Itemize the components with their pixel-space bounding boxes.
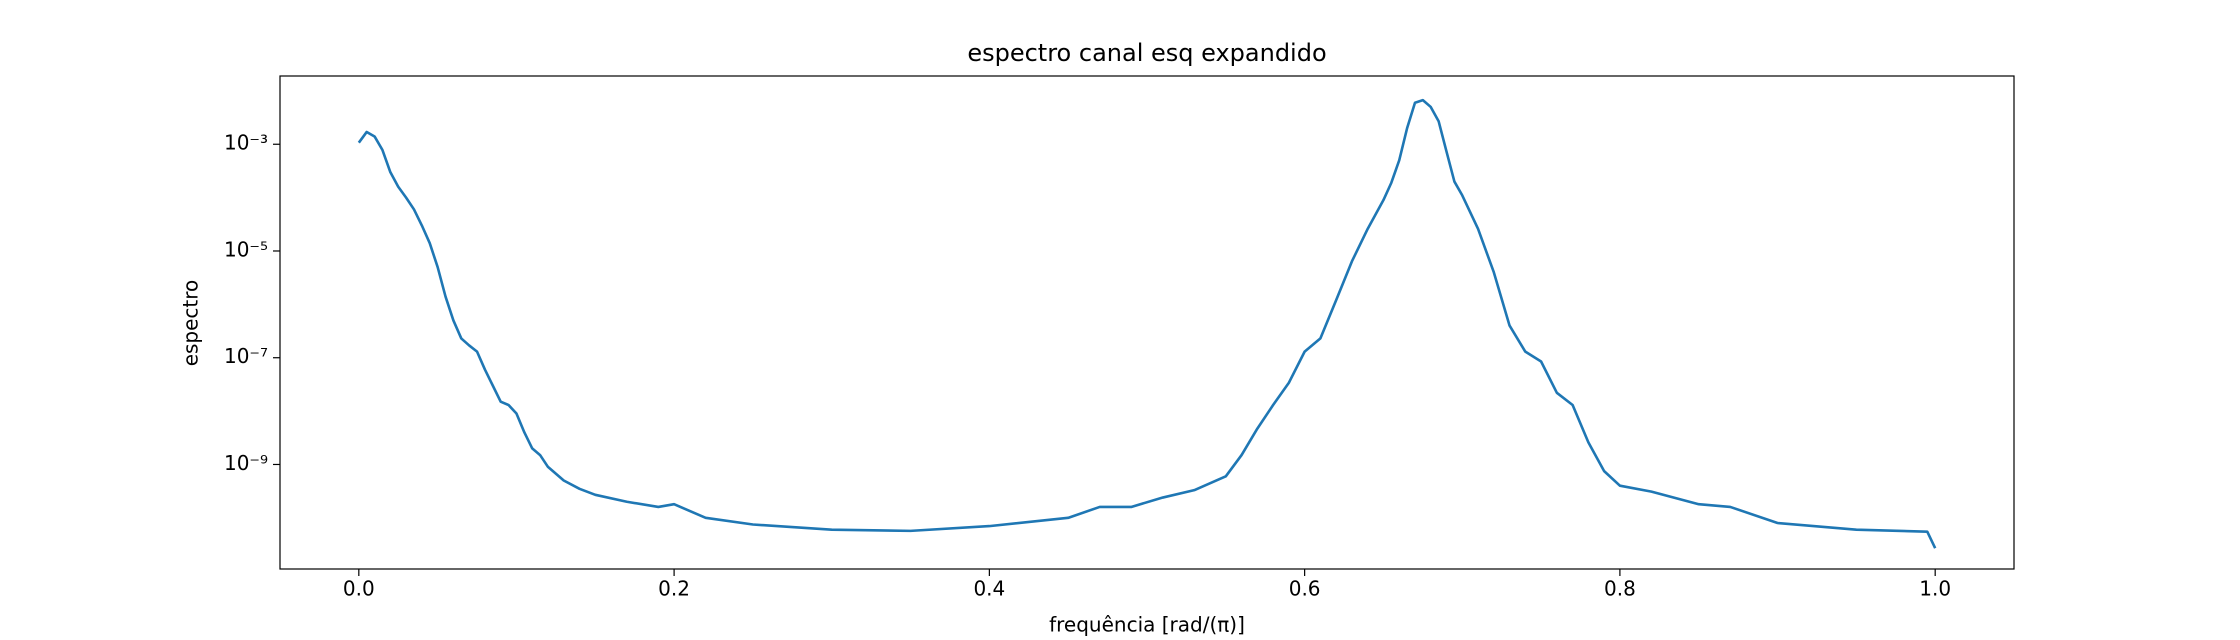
y-tick-label: 10⁻³	[224, 131, 268, 155]
x-axis-label: frequência [rad/(π)]	[1049, 613, 1245, 637]
y-tick-label: 10⁻⁷	[224, 344, 268, 368]
y-tick-label: 10⁻⁵	[224, 237, 268, 261]
y-axis-label: espectro	[179, 280, 203, 367]
y-tick-label: 10⁻⁹	[224, 451, 268, 475]
plot-frame	[279, 75, 2015, 570]
line-series	[357, 98, 1937, 549]
x-tick-label: 0.0	[343, 577, 375, 601]
x-tick-label: 1.0	[1919, 577, 1951, 601]
chart-title: espectro canal esq expandido	[967, 39, 1326, 67]
x-tick-label: 0.4	[973, 577, 1005, 601]
x-tick-label: 0.8	[1604, 577, 1636, 601]
x-tick-label: 0.6	[1289, 577, 1321, 601]
x-tick-label: 0.2	[658, 577, 690, 601]
